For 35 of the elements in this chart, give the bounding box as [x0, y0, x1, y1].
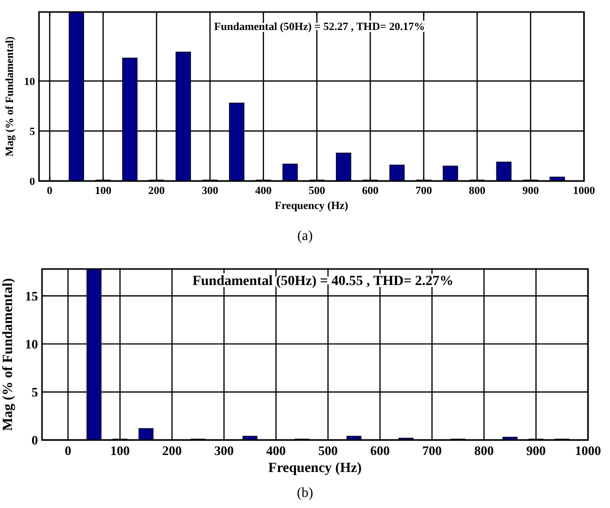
y-tick-label: 5 — [32, 384, 38, 400]
x-tick-label: 600 — [370, 443, 390, 458]
x-axis-title: Frequency (Hz) — [274, 200, 349, 212]
x-tick-label: 200 — [162, 443, 182, 458]
x-tick-label: 0 — [64, 443, 72, 458]
x-tick-label: 500 — [308, 185, 326, 197]
x-tick-label: 700 — [415, 185, 432, 197]
x-tick-label: 900 — [526, 443, 546, 458]
y-tick-label: 10 — [25, 336, 38, 352]
x-tick-label: 500 — [318, 443, 338, 458]
x-tick-label: 400 — [266, 443, 286, 458]
x-tick-label: 100 — [110, 443, 130, 458]
x-tick-label: 1000 — [575, 443, 601, 458]
x-tick-label: 900 — [522, 185, 540, 197]
y-tick-label: 10 — [24, 76, 36, 88]
x-tick-label: 600 — [362, 185, 380, 197]
x-tick-label: 300 — [214, 443, 234, 458]
x-tick-label: 700 — [422, 443, 442, 458]
x-tick-label: 100 — [94, 185, 112, 197]
y-axis-title: Mag (% of Fundamental) — [1, 278, 16, 431]
x-axis-title: Frequency (Hz) — [268, 461, 362, 476]
text: (b) — [296, 486, 314, 501]
x-tick-label: 800 — [474, 443, 494, 458]
x-tick-label: 300 — [202, 185, 219, 197]
y-tick-label: 15 — [25, 288, 38, 304]
y-tick-label: 0 — [32, 432, 38, 448]
y-tick-label: 5 — [30, 126, 36, 138]
y-tick-label: 0 — [30, 176, 36, 188]
x-tick-label: 400 — [255, 185, 272, 197]
x-tick-label: 200 — [148, 185, 166, 197]
y-axis-title: Mag (% of Fundamental) — [4, 36, 16, 157]
x-tick-label: 1000 — [573, 185, 596, 197]
x-tick-label: 800 — [468, 185, 486, 197]
text: (a) — [297, 229, 314, 244]
x-tick-label: 0 — [46, 185, 53, 197]
